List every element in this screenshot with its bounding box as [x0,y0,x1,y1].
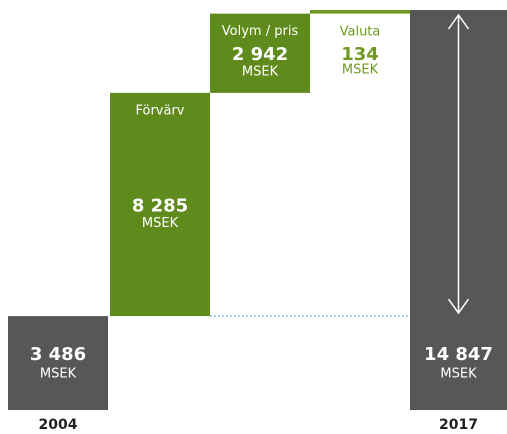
bar [8,316,108,410]
category-label: Valuta [340,25,381,40]
bar [110,92,210,317]
category-label: Volym / pris [222,24,299,39]
unit-label: MSEK [440,367,477,382]
bar [210,13,310,93]
category-label: 2004 [39,417,78,433]
arrow-head [447,13,470,30]
category-label: Förvärv [135,103,184,118]
value-label: 14 847 [424,344,493,365]
value-label: 8 285 [132,195,188,216]
unit-label: MSEK [40,367,77,382]
value-label: 134 [341,44,379,65]
unit-label: MSEK [242,65,279,80]
category-label: 2017 [439,417,478,433]
arrow-head [447,298,470,315]
value-label: 3 486 [30,344,86,365]
unit-label: MSEK [342,63,379,78]
value-label: 2 942 [232,44,288,65]
bar [310,10,410,14]
unit-label: MSEK [142,216,179,231]
